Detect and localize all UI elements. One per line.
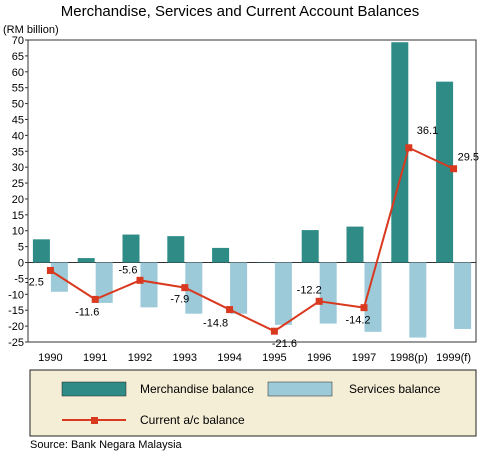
services-bar <box>274 262 292 325</box>
legend-marker-current-account <box>91 417 98 424</box>
current-account-point <box>181 284 189 292</box>
y-tick-label: -15 <box>8 305 24 317</box>
services-bar <box>185 262 203 314</box>
current-account-data-label: -14.8 <box>203 318 228 330</box>
merchandise-bar <box>391 42 409 263</box>
source-note: Source: Bank Negara Malaysia <box>30 439 183 451</box>
x-tick-label: 1999(f) <box>436 352 471 364</box>
y-tick-label: 0 <box>18 258 24 270</box>
merchandise-bar <box>436 81 454 263</box>
merchandise-bar <box>301 230 319 263</box>
merchandise-bar <box>167 236 185 263</box>
merchandise-bar <box>346 226 364 263</box>
merchandise-bar <box>32 239 50 263</box>
y-tick-label: -10 <box>8 289 24 301</box>
y-tick-label: 30 <box>12 162 24 174</box>
x-tick-label: 1993 <box>173 352 197 364</box>
current-account-line: -2.5 -11.6 -5.6 -7.9 -14.8 -21.6 -12.2 -14.2 36.… <box>25 125 479 350</box>
merchandise-bar <box>212 247 230 263</box>
plot-border <box>27 39 477 343</box>
x-tick-label: 1991 <box>83 352 107 364</box>
y-tick-label: 35 <box>12 146 24 158</box>
current-account-point <box>405 144 413 152</box>
bars <box>32 42 472 338</box>
y-tick-label: 55 <box>12 83 24 95</box>
x-tick-label: 1998(p) <box>390 352 428 364</box>
merchandise-bar <box>122 234 140 263</box>
current-account-point <box>360 304 368 312</box>
x-tick-label: 1996 <box>307 352 331 364</box>
y-tick-label: -5 <box>14 273 24 285</box>
current-account-point <box>46 266 54 274</box>
legend: Merchandise balance Services balance Cur… <box>29 369 477 437</box>
y-tick-label: 45 <box>12 114 24 126</box>
x-tick-labels: 1990 1991 1992 1993 1994 1995 1996 1997 1998(p) 1… <box>38 352 471 364</box>
y-tick-label: 65 <box>12 51 24 63</box>
x-tick-label: 1990 <box>38 352 62 364</box>
y-tick-label: 40 <box>12 130 24 142</box>
chart-title: Merchandise, Services and Current Accoun… <box>61 3 420 20</box>
current-account-data-label: -14.2 <box>345 315 370 327</box>
services-bar <box>364 262 382 332</box>
current-account-data-label: 29.5 <box>458 152 479 164</box>
y-axis-label: (RM billion) <box>3 24 59 36</box>
current-account-data-label: 36.1 <box>417 125 438 137</box>
services-bar <box>140 262 158 308</box>
y-tick-label: 10 <box>12 226 24 238</box>
y-tick-labels: 7065605550454035302520151050-5-10-15-20-… <box>8 35 28 349</box>
current-account-point <box>226 306 234 314</box>
y-tick-label: 5 <box>18 242 24 254</box>
x-tick-label: 1992 <box>128 352 152 364</box>
current-account-point <box>270 327 278 335</box>
current-account-data-label: -5.6 <box>119 264 138 276</box>
current-account-point <box>136 276 144 284</box>
legend-swatch-services <box>267 381 333 397</box>
current-account-polyline <box>49 146 455 333</box>
y-tick-label: 70 <box>12 35 24 47</box>
x-tick-label: 1994 <box>217 352 241 364</box>
y-tick-label: 60 <box>12 67 24 79</box>
legend-label-merchandise: Merchandise balance <box>140 382 254 396</box>
current-account-data-label: -21.6 <box>272 338 297 350</box>
legend-swatch-merchandise <box>61 381 127 397</box>
services-bar <box>319 262 337 324</box>
current-account-point <box>450 165 458 173</box>
services-bar <box>230 262 248 314</box>
merchandise-bar <box>77 258 95 263</box>
current-account-point <box>315 297 323 305</box>
current-account-point <box>91 295 99 303</box>
current-account-data-label: -11.6 <box>75 306 99 318</box>
services-bar <box>454 262 472 329</box>
y-tick-label: 25 <box>12 178 24 190</box>
x-tick-label: 1995 <box>262 352 286 364</box>
legend-label-current-account: Current a/c balance <box>140 413 245 427</box>
y-tick-label: -25 <box>8 337 24 349</box>
y-tick-label: -20 <box>8 321 24 333</box>
legend-label-services: Services balance <box>349 382 441 396</box>
y-tick-label: 50 <box>12 99 24 111</box>
services-bar <box>409 262 427 338</box>
current-account-data-label: -12.2 <box>297 284 322 296</box>
y-tick-label: 15 <box>12 210 24 222</box>
x-tick-label: 1997 <box>352 352 376 364</box>
current-account-data-label: -2.5 <box>25 276 44 288</box>
y-tick-label: 20 <box>12 194 24 206</box>
current-account-data-label: -7.9 <box>170 294 189 306</box>
legend-box <box>29 369 477 437</box>
